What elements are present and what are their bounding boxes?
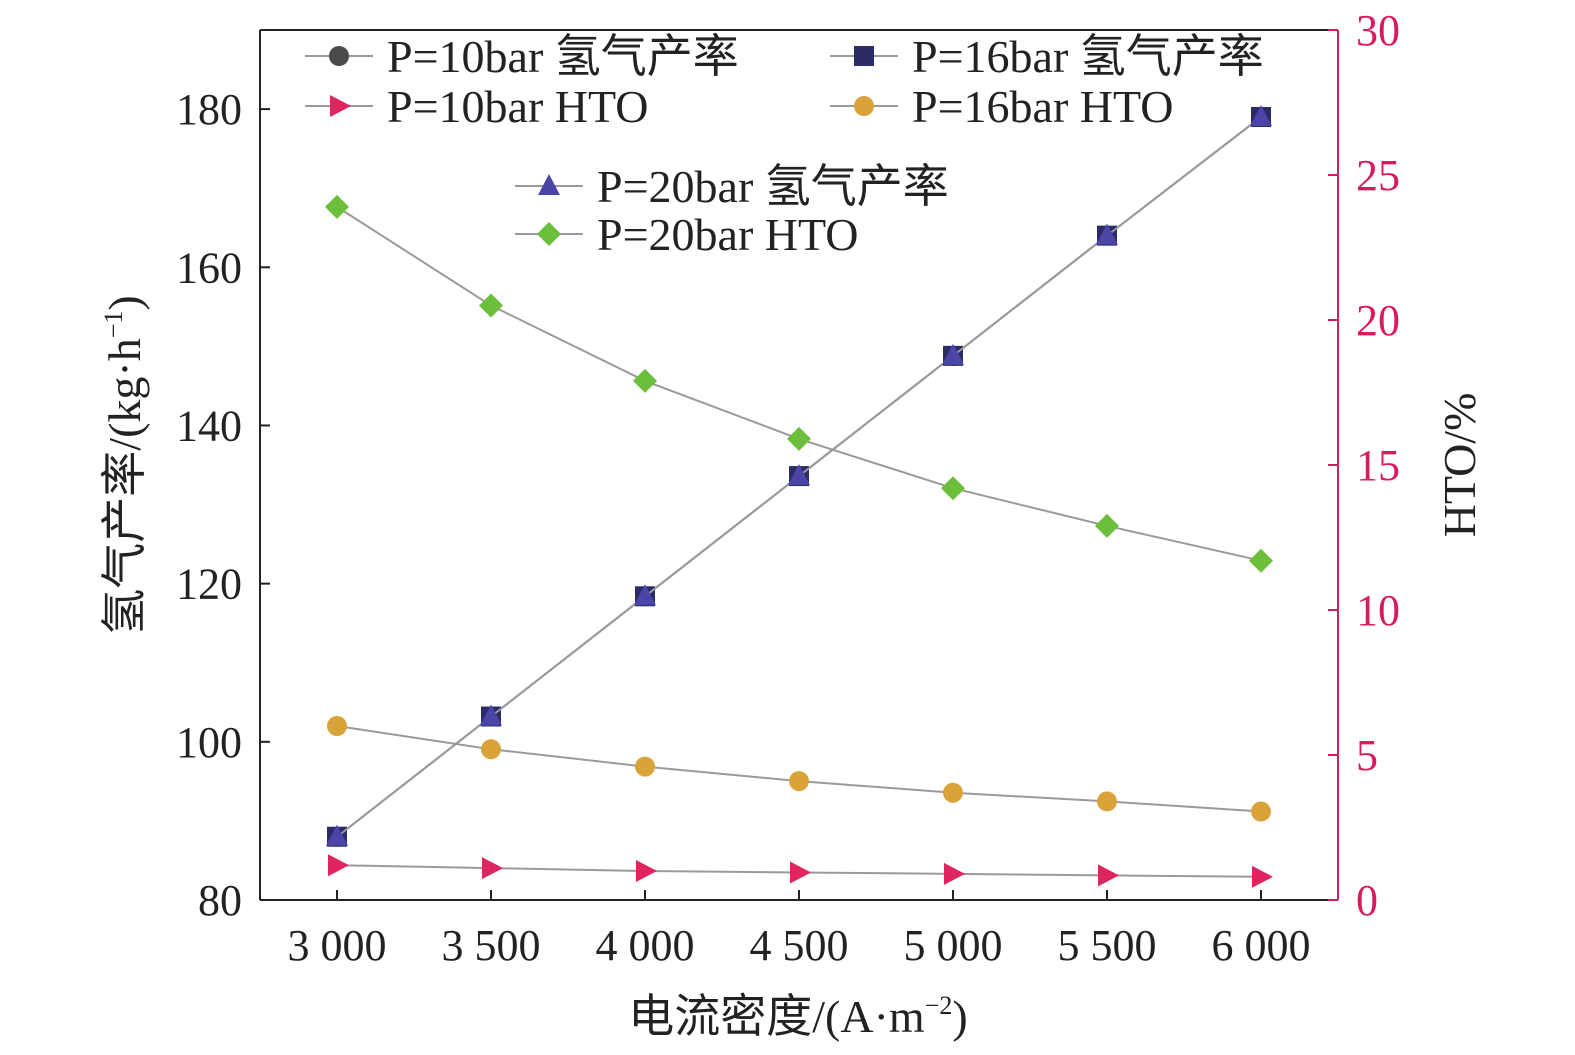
- legend-marker: [537, 222, 561, 246]
- legend-label: P=16bar 氢气产率: [912, 31, 1264, 82]
- data-point: [326, 824, 348, 846]
- series-5: [326, 105, 1272, 846]
- series-3: [328, 854, 1273, 888]
- x-tick-label: 4 500: [750, 921, 849, 970]
- data-point: [789, 771, 809, 792]
- legend-marker: [854, 96, 874, 116]
- data-point: [1252, 865, 1273, 888]
- x-tick-label: 5 500: [1058, 921, 1157, 970]
- data-point: [1250, 105, 1272, 126]
- series-line: [336, 725, 1262, 813]
- data-point: [633, 368, 657, 393]
- legend-label: P=10bar 氢气产率: [387, 31, 739, 82]
- data-point: [482, 857, 503, 880]
- data-point: [1098, 864, 1119, 887]
- data-point: [479, 293, 503, 318]
- y-left-tick-label: 180: [176, 85, 242, 134]
- legend-label: P=10bar HTO: [387, 81, 648, 132]
- data-point: [941, 476, 965, 501]
- legend-marker: [329, 46, 349, 66]
- data-point: [328, 854, 349, 877]
- y-axis-right-title: HTO/%: [1434, 393, 1485, 538]
- y-left-tick-label: 160: [176, 243, 242, 292]
- series-4: [327, 716, 1271, 822]
- y-left-tick-label: 80: [198, 876, 242, 925]
- data-point: [1097, 791, 1117, 812]
- legend: P=10bar 氢气产率 P=16bar 氢气产率 P=10bar HTO P=16b…: [305, 31, 1264, 260]
- data-point: [790, 861, 811, 884]
- data-point: [634, 584, 656, 606]
- x-tick-label: 3 000: [288, 921, 387, 970]
- legend-marker: [330, 95, 351, 117]
- legend-item: P=20bar HTO: [515, 209, 858, 260]
- y-right-tick-label: 15: [1356, 441, 1400, 490]
- y-left-tick-label: 140: [176, 401, 242, 450]
- x-tick-label: 4 000: [596, 921, 695, 970]
- legend-item: P=16bar HTO: [830, 81, 1173, 132]
- y-right-tick-label: 0: [1356, 876, 1378, 925]
- data-point: [788, 464, 810, 486]
- x-tick-label: 6 000: [1212, 921, 1311, 970]
- y-right-tick-label: 20: [1356, 296, 1400, 345]
- data-point: [1249, 548, 1273, 573]
- series-group: [325, 105, 1273, 888]
- y-right-tick-label: 25: [1356, 151, 1400, 200]
- legend-marker: [854, 46, 874, 66]
- y-axis-left-title: 氢气产率/(kg·h−1): [99, 295, 150, 634]
- legend-label: P=20bar HTO: [597, 209, 858, 260]
- x-tick-label: 5 000: [904, 921, 1003, 970]
- data-point: [1096, 223, 1118, 245]
- series-6: [325, 194, 1273, 573]
- data-point: [1095, 513, 1119, 538]
- data-point: [787, 426, 811, 451]
- data-point: [944, 862, 965, 885]
- data-point: [1251, 801, 1271, 822]
- data-point: [481, 739, 501, 760]
- x-tick-label: 3 500: [442, 921, 541, 970]
- data-point: [480, 704, 502, 726]
- data-point: [943, 782, 963, 803]
- legend-item: P=20bar 氢气产率: [515, 161, 949, 212]
- y-right-tick-label: 30: [1356, 6, 1400, 55]
- legend-item: P=16bar 氢气产率: [830, 31, 1264, 82]
- y-right-tick-label: 10: [1356, 586, 1400, 635]
- data-point: [635, 756, 655, 777]
- x-axis-title: 电流密度/(A·m−2): [628, 991, 967, 1042]
- legend-marker: [538, 174, 560, 195]
- y-right-tick-label: 5: [1356, 731, 1378, 780]
- legend-label: P=16bar HTO: [912, 81, 1173, 132]
- data-point: [327, 716, 347, 736]
- legend-label: P=20bar 氢气产率: [597, 161, 949, 212]
- axis-ticks: 3 000 3 500 4 000 4 500 5 000 5 500 6 00080100…: [176, 6, 1400, 970]
- y-left-tick-label: 120: [176, 560, 242, 609]
- data-point: [636, 860, 657, 882]
- legend-item: P=10bar HTO: [305, 81, 648, 132]
- data-point: [942, 343, 964, 365]
- legend-item: P=10bar 氢气产率: [305, 31, 739, 82]
- data-point: [325, 194, 349, 219]
- y-left-tick-label: 100: [176, 718, 242, 767]
